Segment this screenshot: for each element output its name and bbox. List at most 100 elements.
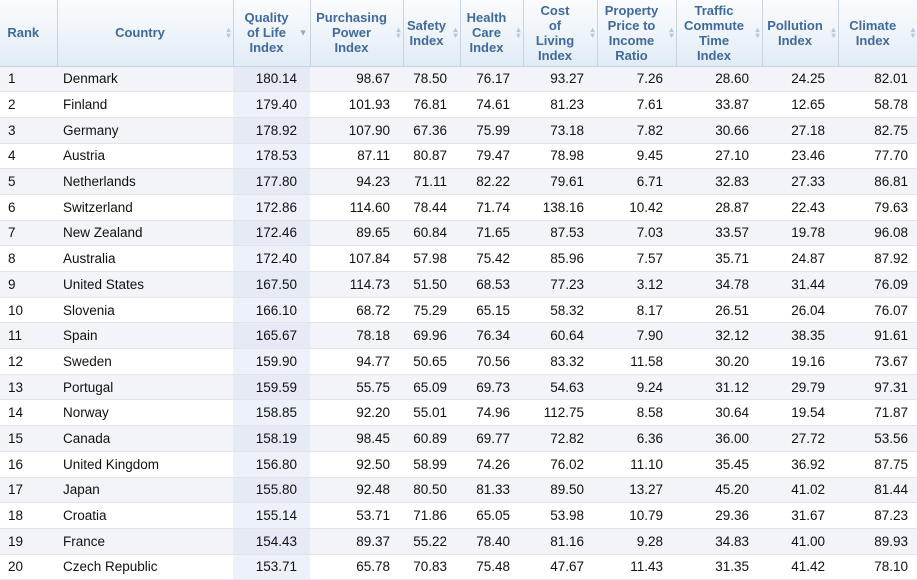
cell-property: 7.26 [597, 66, 676, 93]
cell-property: 9.45 [597, 143, 676, 170]
cell-safety: 76.81 [403, 91, 460, 118]
cell-purchasing: 92.48 [310, 477, 403, 504]
table-row: 2 Finland 179.40 101.93 76.81 74.61 81.23 7.61 3… [0, 91, 917, 118]
cell-qol: 180.14 [233, 66, 310, 93]
cell-safety: 60.89 [403, 425, 460, 452]
sort-both-icon: ▴ ▾ [755, 24, 760, 40]
cell-qol: 156.80 [233, 451, 310, 478]
cell-cost: 79.61 [523, 168, 597, 195]
cell-property: 7.61 [597, 91, 676, 118]
cell-health: 79.47 [460, 143, 523, 170]
cell-pollution: 41.02 [762, 477, 838, 504]
cell-health: 69.77 [460, 425, 523, 452]
cell-country: Czech Republic [57, 554, 233, 580]
table-row: 1 Denmark 180.14 98.67 78.50 76.17 93.27 7.26 28… [0, 66, 917, 93]
cell-safety: 69.96 [403, 322, 460, 350]
column-header-property[interactable]: Property Price to Income Ratio ▴ ▾ [597, 0, 677, 67]
cell-qol: 159.59 [233, 374, 310, 401]
cell-safety: 51.50 [403, 271, 460, 298]
cell-rank: 3 [0, 117, 57, 144]
cell-climate: 96.08 [838, 220, 917, 247]
table-row: 12 Sweden 159.90 94.77 50.65 70.56 83.32 11.58 3… [0, 348, 917, 375]
column-header-purchasing[interactable]: Purchasing Power Index ▴ ▾ [310, 0, 404, 67]
cell-country: Switzerland [57, 194, 233, 221]
cell-rank: 17 [0, 477, 57, 504]
cell-traffic: 31.35 [676, 554, 762, 580]
column-header-rank: Rank [0, 0, 58, 67]
cell-traffic: 35.71 [676, 245, 762, 272]
cell-traffic: 26.51 [676, 297, 762, 324]
column-header-qol[interactable]: Quality of Life Index ▼ [233, 0, 311, 67]
cell-safety: 80.87 [403, 143, 460, 170]
cell-country: Netherlands [57, 168, 233, 195]
cell-qol: 154.43 [233, 528, 310, 555]
column-header-climate[interactable]: Climate Index ▴ ▾ [838, 0, 917, 67]
cell-climate: 87.23 [838, 502, 917, 529]
sort-both-icon: ▴ ▾ [226, 24, 231, 40]
cell-qol: 158.19 [233, 425, 310, 452]
column-header-traffic[interactable]: Traffic Commute Time Index ▴ ▾ [676, 0, 763, 67]
cell-cost: 47.67 [523, 554, 597, 580]
cell-property: 8.17 [597, 297, 676, 324]
cell-country: Spain [57, 322, 233, 350]
cell-rank: 14 [0, 399, 57, 427]
cell-country: Slovenia [57, 297, 233, 324]
cell-rank: 13 [0, 374, 57, 401]
cell-qol: 158.85 [233, 399, 310, 427]
cell-purchasing: 92.20 [310, 399, 403, 427]
cell-pollution: 27.33 [762, 168, 838, 195]
column-header-pollution[interactable]: Pollution Index ▴ ▾ [762, 0, 839, 67]
cell-purchasing: 78.18 [310, 322, 403, 350]
column-label-safety: Safety Index [406, 17, 447, 48]
cell-purchasing: 68.72 [310, 297, 403, 324]
cell-country: Croatia [57, 502, 233, 529]
column-header-country[interactable]: Country ▴ ▾ [57, 0, 234, 67]
cell-purchasing: 94.77 [310, 348, 403, 375]
sort-both-icon: ▴ ▾ [590, 24, 595, 40]
cell-traffic: 36.00 [676, 425, 762, 452]
cell-qol: 159.90 [233, 348, 310, 375]
table-row: 17 Japan 155.80 92.48 80.50 81.33 89.50 13.27 45… [0, 477, 917, 504]
cell-qol: 178.92 [233, 117, 310, 144]
cell-purchasing: 101.93 [310, 91, 403, 118]
column-header-safety[interactable]: Safety Index ▴ ▾ [403, 0, 461, 67]
cell-property: 6.71 [597, 168, 676, 195]
cell-rank: 19 [0, 528, 57, 555]
cell-country: United Kingdom [57, 451, 233, 478]
cell-safety: 78.50 [403, 66, 460, 93]
cell-health: 71.74 [460, 194, 523, 221]
cell-health: 70.56 [460, 348, 523, 375]
cell-country: Denmark [57, 66, 233, 93]
cell-property: 11.43 [597, 554, 676, 580]
cell-cost: 72.82 [523, 425, 597, 452]
cell-qol: 165.67 [233, 322, 310, 350]
cell-purchasing: 98.45 [310, 425, 403, 452]
cell-property: 9.24 [597, 374, 676, 401]
cell-purchasing: 65.78 [310, 554, 403, 580]
cell-country: Germany [57, 117, 233, 144]
cell-climate: 81.44 [838, 477, 917, 504]
table-row: 14 Norway 158.85 92.20 55.01 74.96 112.75 8.58 3… [0, 399, 917, 427]
cell-climate: 87.92 [838, 245, 917, 272]
cell-purchasing: 107.90 [310, 117, 403, 144]
cell-climate: 82.75 [838, 117, 917, 144]
column-header-health[interactable]: Health Care Index ▴ ▾ [460, 0, 524, 67]
cell-rank: 6 [0, 194, 57, 221]
cell-cost: 112.75 [523, 399, 597, 427]
cell-pollution: 19.78 [762, 220, 838, 247]
column-label-purchasing: Purchasing Power Index [316, 10, 387, 56]
cell-purchasing: 107.84 [310, 245, 403, 272]
cell-property: 3.12 [597, 271, 676, 298]
cell-pollution: 41.00 [762, 528, 838, 555]
column-label-rank: Rank [7, 25, 40, 41]
cell-traffic: 34.83 [676, 528, 762, 555]
cell-property: 7.82 [597, 117, 676, 144]
cell-health: 74.61 [460, 91, 523, 118]
cell-country: France [57, 528, 233, 555]
cell-country: United States [57, 271, 233, 298]
cell-country: New Zealand [57, 220, 233, 247]
cell-cost: 93.27 [523, 66, 597, 93]
column-header-cost[interactable]: Cost of Living Index ▴ ▾ [523, 0, 598, 67]
cell-property: 7.03 [597, 220, 676, 247]
cell-purchasing: 87.11 [310, 143, 403, 170]
